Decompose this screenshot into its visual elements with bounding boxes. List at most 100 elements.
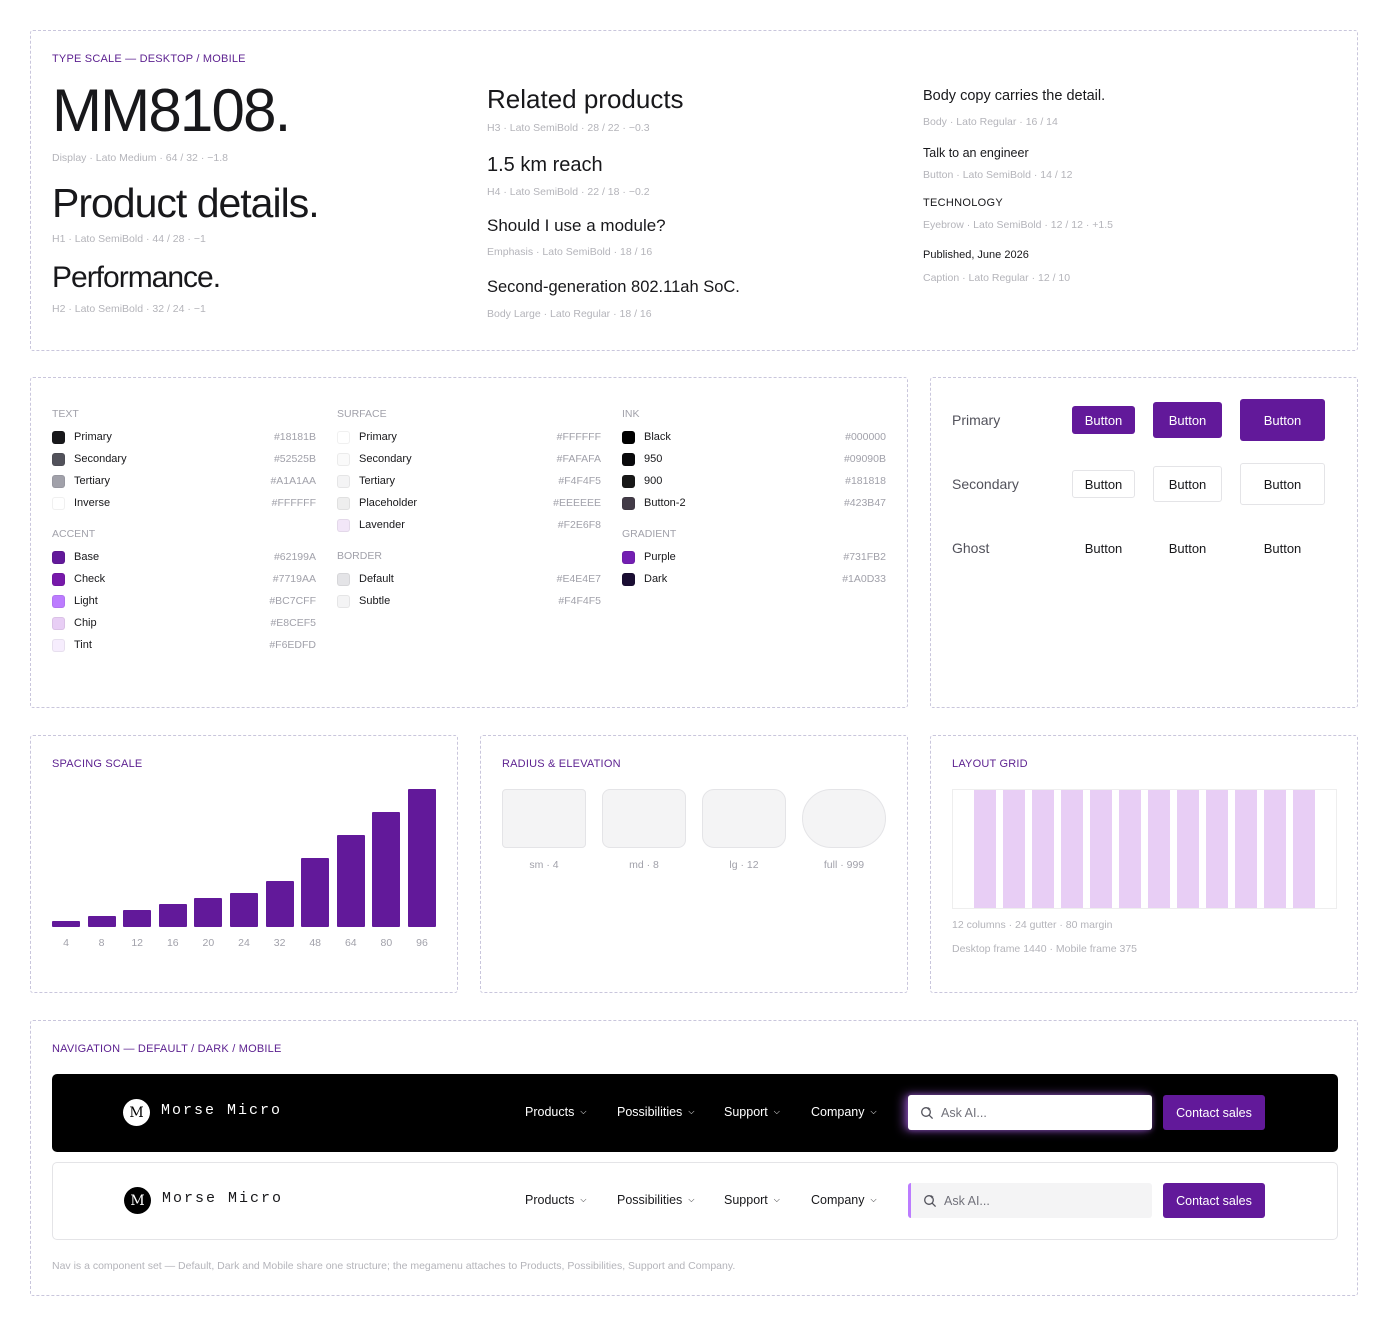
- body-large-spec: Body Large · Lato Regular · 18 / 16: [487, 308, 652, 320]
- color-swatch-gradient-purple: Purple #731FB2: [622, 550, 886, 564]
- color-name: Primary: [74, 431, 112, 443]
- grid-column: [1061, 790, 1083, 908]
- nav-link-company[interactable]: Company ⌵: [811, 1105, 877, 1119]
- color-chip: [52, 572, 65, 586]
- ghost-button-lg[interactable]: Button: [1263, 540, 1302, 556]
- color-hex: #FFFFFF: [271, 497, 316, 509]
- color-chip: [622, 430, 635, 444]
- brand-name[interactable]: Morse Micro: [162, 1190, 284, 1207]
- ghost-button-sm[interactable]: Button: [1084, 540, 1123, 556]
- nav-link-possibilities[interactable]: Possibilities ⌵: [617, 1193, 694, 1207]
- spacing-bar-8: [87, 915, 116, 927]
- color-swatch-accent-chip: Chip #E8CEF5: [52, 616, 316, 630]
- color-chip: [337, 496, 350, 510]
- color-swatch-surface-tertiary: Tertiary #F4F4F5: [337, 474, 601, 488]
- color-chip: [52, 594, 65, 608]
- logo-mark[interactable]: M: [123, 1099, 150, 1126]
- spacing-bar-48: [301, 858, 330, 927]
- color-swatch-gradient-dark: Dark #1A0D33: [622, 572, 886, 586]
- ask-ai-input[interactable]: Ask AI...: [908, 1183, 1152, 1218]
- contact-sales-button[interactable]: Contact sales: [1163, 1183, 1265, 1218]
- color-name: Light: [74, 595, 98, 607]
- chevron-down-icon: ⌵: [773, 1107, 780, 1116]
- color-chip: [52, 496, 65, 510]
- primary-button-md[interactable]: Button: [1153, 402, 1222, 438]
- color-hex: #E4E4E7: [556, 573, 601, 585]
- ghost-button-md[interactable]: Button: [1168, 540, 1207, 556]
- color-hex: #52525B: [273, 453, 316, 465]
- color-name: Tint: [74, 639, 92, 651]
- color-chip: [52, 430, 65, 444]
- spacing-tick-label: 20: [202, 937, 215, 949]
- primary-button-lg[interactable]: Button: [1240, 399, 1325, 441]
- spacing-bar-24: [230, 892, 258, 927]
- color-chip: [52, 550, 65, 564]
- spacing-tick-label: 80: [380, 937, 393, 949]
- h3-spec: H3 · Lato SemiBold · 28 / 22 · −0.3: [487, 122, 650, 134]
- navigation-eyebrow: NAVIGATION — DEFAULT / DARK / MOBILE: [52, 1043, 282, 1055]
- color-name: Secondary: [74, 453, 127, 465]
- layout-grid-eyebrow: LAYOUT GRID: [952, 758, 1028, 770]
- grid-column: [1264, 790, 1286, 908]
- body-large-sample: Second-generation 802.11ah SoC.: [487, 278, 740, 296]
- grid-column: [1206, 790, 1228, 908]
- radius-label: sm · 4: [529, 859, 559, 871]
- nav-link-label: Products: [525, 1193, 575, 1207]
- color-group-title-ink: INK: [622, 408, 640, 420]
- layout-grid-spec: 12 columns · 24 gutter · 80 margin: [952, 919, 1113, 931]
- color-hex: #F4F4F5: [558, 475, 601, 487]
- color-hex: #18181B: [273, 431, 316, 443]
- radius-elevation-panel: RADIUS & ELEVATION sm · 4 md · 8 lg · 12 fu…: [480, 735, 908, 993]
- color-name: Inverse: [74, 497, 111, 509]
- secondary-button-lg[interactable]: Button: [1240, 463, 1325, 505]
- color-chip: [337, 452, 350, 466]
- color-swatch-text-inverse: Inverse #FFFFFF: [52, 496, 316, 510]
- body-sample: Body copy carries the detail.: [923, 88, 1106, 104]
- logo-mark[interactable]: M: [124, 1187, 151, 1214]
- radius-sample-0: [502, 789, 586, 848]
- type-scale-eyebrow: TYPE SCALE — DESKTOP / MOBILE: [52, 53, 246, 65]
- secondary-button-md[interactable]: Button: [1153, 466, 1222, 502]
- color-swatch-text-secondary: Secondary #52525B: [52, 452, 316, 466]
- spacing-tick-label: 64: [344, 937, 357, 949]
- color-swatch-text-primary: Primary #18181B: [52, 430, 316, 444]
- nav-link-label: Support: [724, 1105, 768, 1119]
- ask-ai-input[interactable]: Ask AI...: [908, 1095, 1152, 1130]
- color-hex: #1A0D33: [842, 573, 886, 585]
- color-swatch-ink-900: 900 #181818: [622, 474, 886, 488]
- color-swatch-accent-light: Light #BC7CFF: [52, 594, 316, 608]
- contact-sales-button[interactable]: Contact sales: [1163, 1095, 1265, 1130]
- color-name: Purple: [644, 551, 676, 563]
- brand-name[interactable]: Morse Micro: [161, 1102, 283, 1119]
- display-sample: MM8108.: [52, 77, 291, 144]
- color-tokens-panel: TEXT Primary #18181B Secondary #52525B Tertia…: [30, 377, 908, 708]
- type-scale-panel: TYPE SCALE — DESKTOP / MOBILE MM8108. Di…: [30, 30, 1358, 351]
- secondary-button-sm[interactable]: Button: [1072, 470, 1135, 498]
- color-name: Subtle: [359, 595, 391, 607]
- primary-button-sm[interactable]: Button: [1072, 406, 1135, 434]
- color-name: Primary: [359, 431, 397, 443]
- color-hex: #F2E6F8: [557, 519, 601, 531]
- color-swatch-border-default: Default #E4E4E7: [337, 572, 601, 586]
- spacing-tick-label: 12: [131, 937, 144, 949]
- nav-link-label: Company: [811, 1193, 865, 1207]
- color-swatch-surface-secondary: Secondary #FAFAFA: [337, 452, 601, 466]
- eyebrow-style-sample: TECHNOLOGY: [923, 197, 1004, 209]
- nav-link-label: Possibilities: [617, 1105, 683, 1119]
- color-chip: [52, 616, 65, 630]
- spacing-scale-panel: SPACING SCALE 4 8 12 16 20 24 32 48 64 80 96: [30, 735, 458, 993]
- color-chip: [52, 474, 65, 488]
- nav-link-possibilities[interactable]: Possibilities ⌵: [617, 1105, 694, 1119]
- ai-search-icon: [921, 1106, 934, 1119]
- nav-link-products[interactable]: Products ⌵: [525, 1105, 586, 1119]
- nav-link-products[interactable]: Products ⌵: [525, 1193, 586, 1207]
- spacing-tick-label: 96: [416, 937, 428, 949]
- spacing-bar-64: [336, 835, 365, 927]
- h2-spec: H2 · Lato SemiBold · 32 / 24 · −1: [52, 303, 206, 315]
- nav-link-company[interactable]: Company ⌵: [811, 1193, 877, 1207]
- nav-link-support[interactable]: Support ⌵: [724, 1193, 780, 1207]
- chevron-down-icon: ⌵: [580, 1195, 587, 1204]
- nav-link-support[interactable]: Support ⌵: [724, 1105, 780, 1119]
- button-style-sample: Talk to an engineer: [923, 146, 1029, 160]
- body-spec: Body · Lato Regular · 16 / 14: [923, 116, 1058, 128]
